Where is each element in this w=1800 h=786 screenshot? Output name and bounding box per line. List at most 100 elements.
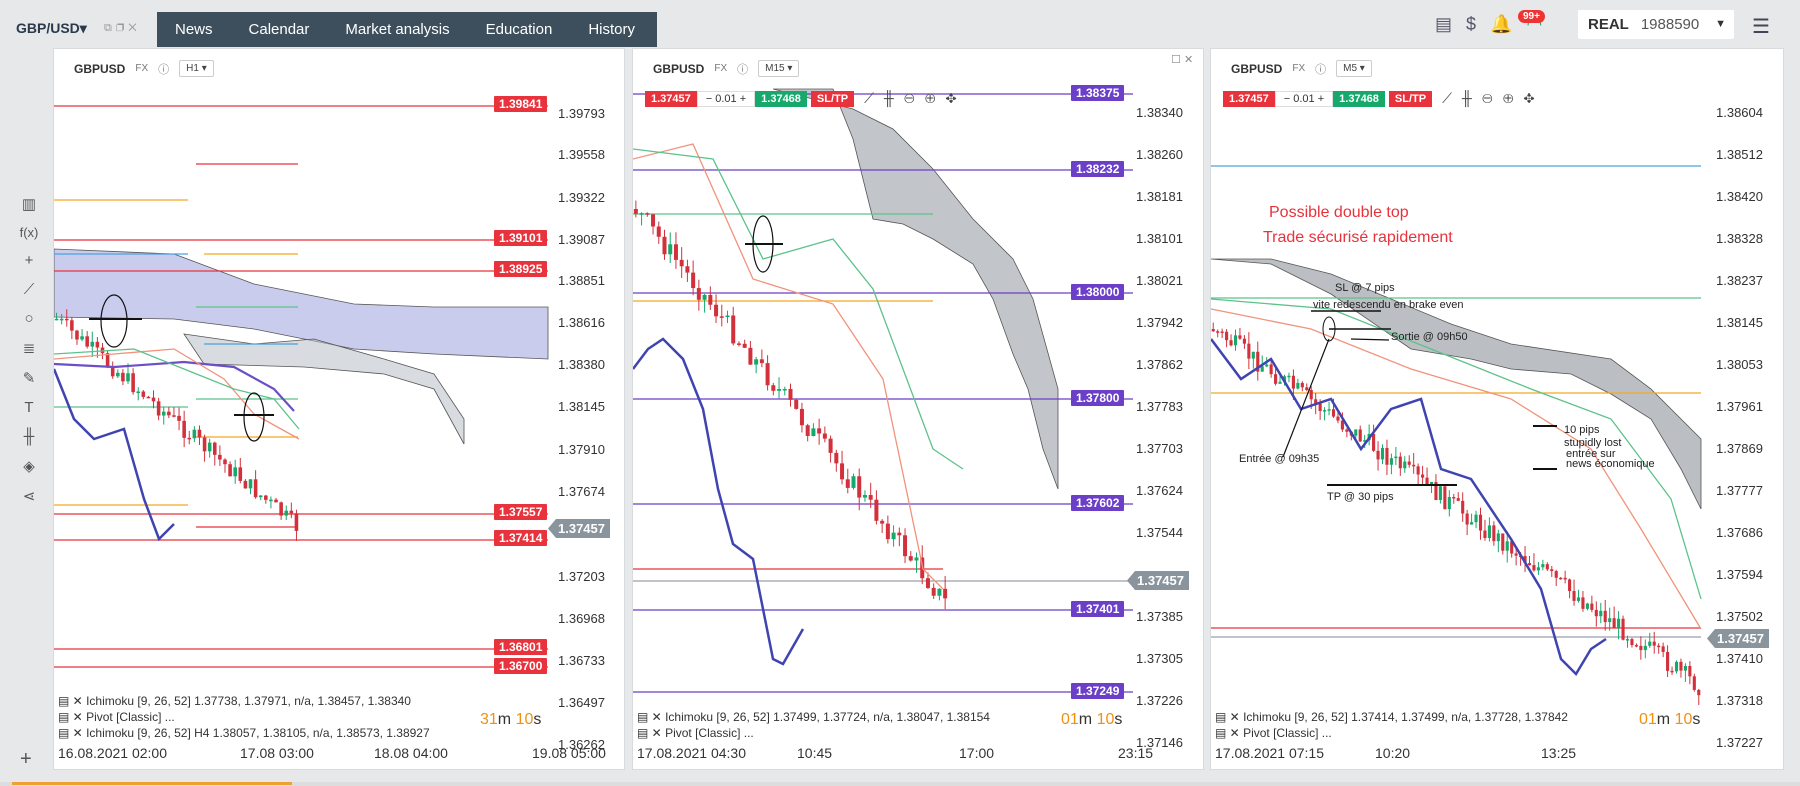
restore-icon[interactable]: ❐	[115, 22, 129, 34]
move-icon[interactable]: ✥	[1523, 90, 1545, 106]
pencil-icon[interactable]: ⟋	[23, 281, 35, 298]
y-tick: 1.37686	[1716, 525, 1763, 540]
candle	[1630, 639, 1634, 646]
annotation-circle	[243, 392, 265, 442]
chart-panel-m15[interactable]: ☐ ✕ GBPUSD FX ⓘ M15 ▾ 1.37457 − 0.01 + 1…	[632, 48, 1204, 770]
bell-icon[interactable]: 🔔	[1490, 14, 1513, 34]
layout-icon[interactable]: ▤	[1435, 14, 1453, 34]
lot-input[interactable]: − 0.01 +	[696, 90, 756, 107]
layers-icon[interactable]: ◈	[23, 458, 35, 475]
x-tick: 18.08 04:00	[374, 745, 448, 761]
close-icon[interactable]: ✕	[1183, 54, 1194, 66]
deposit-icon[interactable]: $	[1466, 14, 1477, 34]
circle-icon[interactable]: ○	[24, 310, 34, 327]
indicator-legend[interactable]: ▤ ✕ Ichimoku [9, 26, 52] 1.37499, 1.3772…	[637, 710, 990, 724]
x-tick: 23:15	[1118, 745, 1154, 761]
chart-canvas[interactable]	[1211, 49, 1784, 770]
sell-button[interactable]: 1.37457	[1223, 90, 1275, 107]
indicator-legend[interactable]: ▤ ✕ Pivot [Classic] ...	[1215, 726, 1332, 740]
indicator-settings-icon[interactable]: ▤ ✕	[58, 710, 87, 724]
hamburger-menu-icon[interactable]: ☰	[1752, 16, 1770, 38]
y-tick: 1.36262	[558, 737, 605, 752]
sltp-button[interactable]: SL/TP	[1388, 90, 1433, 107]
buy-button[interactable]: 1.37468	[755, 90, 807, 107]
info-icon[interactable]: ⓘ	[158, 63, 170, 76]
sltp-button[interactable]: SL/TP	[810, 90, 855, 107]
candle	[782, 388, 787, 391]
zoom-in-icon[interactable]: ⊕	[1502, 90, 1524, 106]
indicator-legend[interactable]: ▤ ✕ Pivot [Classic] ...	[637, 726, 754, 740]
indicator-settings-icon[interactable]: ▤ ✕	[637, 710, 666, 724]
fx-icon[interactable]: f(x)	[19, 225, 39, 240]
trade-bar: 1.37457 − 0.01 + 1.37468 SL/TP ⟋╫⊖⊕✥	[1223, 90, 1545, 107]
candle	[126, 373, 130, 382]
lot-input[interactable]: − 0.01 +	[1274, 90, 1334, 107]
nav-history[interactable]: History	[588, 21, 635, 38]
sell-button[interactable]: 1.37457	[645, 90, 697, 107]
annotation-sl-note: vite redescendu en brake even	[1313, 299, 1464, 311]
candles-icon[interactable]: ╫	[883, 90, 904, 106]
indicator-legend[interactable]: ▤ ✕ Ichimoku [9, 26, 52] H4 1.38057, 1.3…	[58, 726, 430, 740]
share-icon[interactable]: ⋖	[22, 488, 36, 505]
info-icon[interactable]: ⓘ	[737, 63, 749, 76]
candle	[1666, 651, 1670, 671]
buy-button[interactable]: 1.37468	[1333, 90, 1385, 107]
crosshair-icon[interactable]: +	[24, 252, 34, 269]
candle	[95, 341, 100, 348]
y-tick: 1.38604	[1716, 105, 1763, 120]
notification-badge: 99+	[1518, 10, 1545, 23]
window-controls[interactable]: ⧉❐✕	[104, 22, 141, 35]
candle	[1661, 646, 1665, 652]
trade-bar: 1.37457 − 0.01 + 1.37468 SL/TP ⟋╫⊖⊕✥	[645, 90, 967, 107]
brush-icon[interactable]: ✎	[22, 370, 36, 387]
indicator-settings-icon[interactable]: ▤ ✕	[1215, 710, 1244, 724]
candles-icon[interactable]: ╫	[23, 428, 35, 445]
timeframe-selector[interactable]: H1 ▾	[179, 60, 214, 77]
y-tick: 1.38145	[1716, 315, 1763, 330]
nav-education[interactable]: Education	[485, 21, 553, 38]
indicator-legend[interactable]: ▤ ✕ Ichimoku [9, 26, 52] 1.37738, 1.3797…	[58, 694, 411, 708]
panel-window-controls[interactable]: ☐ ✕	[1171, 53, 1193, 66]
candle	[1492, 525, 1496, 542]
line-chart-icon[interactable]: ⟋	[864, 90, 884, 106]
move-icon[interactable]: ✥	[945, 90, 967, 106]
current-price-tag: 1.37457	[1707, 629, 1769, 648]
chart-symbol: GBPUSD	[653, 61, 705, 76]
candles-icon[interactable]: ╫	[1461, 90, 1482, 106]
bars-icon[interactable]: ▥	[21, 196, 37, 213]
indicator-legend[interactable]: ▤ ✕ Pivot [Classic] ...	[58, 710, 175, 724]
indicator-settings-icon[interactable]: ▤ ✕	[1215, 726, 1244, 740]
candle	[885, 523, 890, 540]
zoom-in-icon[interactable]: ⊕	[924, 90, 946, 106]
candle	[799, 408, 804, 426]
line-chart-icon[interactable]: ⟋	[1442, 90, 1462, 106]
text-icon[interactable]: T	[24, 399, 34, 416]
y-tick: 1.37203	[558, 569, 605, 584]
nav-market-analysis[interactable]: Market analysis	[345, 21, 450, 38]
zoom-out-icon[interactable]: ⊖	[1481, 90, 1503, 106]
chart-header: GBPUSD FX ⓘ M15 ▾	[653, 60, 800, 77]
info-icon[interactable]: ⓘ	[1315, 63, 1327, 76]
zoom-out-icon[interactable]: ⊖	[903, 90, 925, 106]
timeframe-selector[interactable]: M5 ▾	[1336, 60, 1372, 77]
symbol-selector[interactable]: GBP/USD▾	[16, 20, 87, 37]
maximize-icon[interactable]: ☐	[1171, 54, 1181, 66]
candle	[1590, 603, 1594, 610]
timeframe-selector[interactable]: M15 ▾	[758, 60, 800, 77]
chart-canvas[interactable]	[54, 49, 625, 770]
chart-panel-h1[interactable]: GBPUSD FX ⓘ H1 ▾ 1.39793 1.39558 1.39322…	[53, 48, 625, 770]
indicator-legend[interactable]: ▤ ✕ Ichimoku [9, 26, 52] 1.37414, 1.3749…	[1215, 710, 1568, 724]
indicator-settings-icon[interactable]: ▤ ✕	[58, 694, 87, 708]
nav-news[interactable]: News	[175, 21, 213, 38]
nav-calendar[interactable]: Calendar	[248, 21, 310, 38]
indicator-settings-icon[interactable]: ▤ ✕	[637, 726, 666, 740]
close-icon[interactable]: ✕	[128, 22, 141, 34]
add-chart-icon[interactable]: +	[20, 748, 32, 770]
chart-panel-m5[interactable]: GBPUSD FX ⓘ M5 ▾ 1.37457 − 0.01 + 1.3746…	[1210, 48, 1784, 770]
candle	[1220, 331, 1224, 334]
fib-icon[interactable]: ≣	[22, 340, 36, 357]
popout-icon[interactable]: ⧉	[104, 22, 116, 34]
indicator-settings-icon[interactable]: ▤ ✕	[58, 726, 87, 740]
chart-canvas[interactable]	[633, 49, 1204, 770]
account-selector[interactable]: REAL 1988590 ▼	[1578, 10, 1734, 39]
